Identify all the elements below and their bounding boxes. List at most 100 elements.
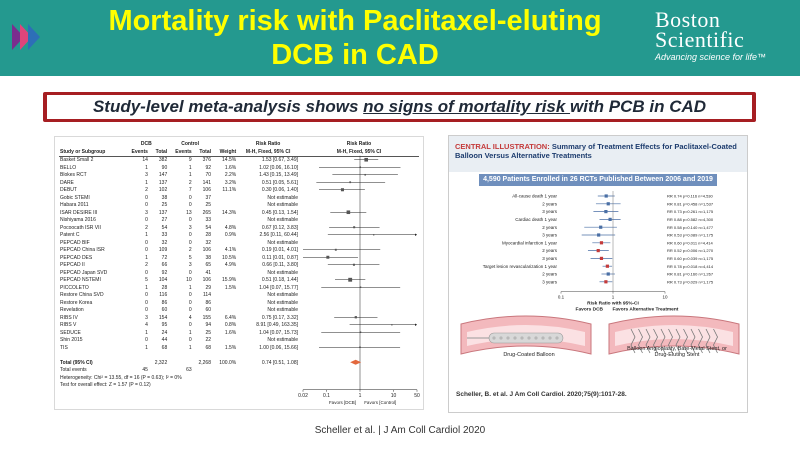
table-row: PEPCAD Japan SVD 0 92 0 41 Not estimable [59, 270, 419, 278]
cell-e1: 3 [145, 209, 148, 216]
brand-line-2: Scientific [655, 27, 745, 52]
stent-strut [630, 328, 636, 354]
cell-ci: 1.43 [0.15, 13.49] [259, 172, 298, 178]
stent-strut [668, 328, 673, 354]
dcb-caption: Drug-Coated Balloon [503, 352, 555, 358]
central-illustration-panel: CENTRAL ILLUSTRATION: Summary of Treatme… [448, 135, 748, 413]
study-estimate-marker [364, 157, 369, 162]
outcome-stat: RR 0.52 p=0.006 n=1,270 [667, 248, 714, 253]
cell-t1: 382 [158, 157, 168, 163]
cell-ci: 0.45 [0.13, 1.54] [261, 209, 298, 216]
outcome-estimate-marker [605, 264, 609, 268]
cell-e2: 2 [188, 247, 192, 253]
cell-ci: 0.67 [0.12, 3.83] [261, 224, 298, 231]
ci-arrow [415, 233, 417, 236]
cell-ci: Not estimable [267, 194, 298, 201]
table-row: Patent C 1 33 0 28 0.9% 2.56 [0.11, 60.44] [59, 232, 419, 240]
cell-t1: 24 [161, 329, 168, 336]
cell-e1: 4 [145, 322, 148, 328]
cell-e1: 1 [145, 164, 148, 171]
cell-ci: 0.30 [0.06, 1.40] [261, 187, 298, 193]
cell-t1: 147 [158, 172, 168, 178]
study-estimate-marker [340, 188, 344, 192]
cell-e1: 0 [145, 247, 148, 253]
cell-t1: 104 [158, 277, 168, 283]
x-tick-label: 50 [414, 393, 420, 399]
total-ci: 0.74 [0.51, 1.08] [261, 359, 298, 366]
cell-t1: 54 [161, 224, 168, 231]
outcome-label: 3 years [542, 233, 558, 238]
cell-e1: 1 [145, 284, 148, 291]
table-row: Blokes RCT 3 147 1 70 2.2% 1.43 [0.15, 13.49] [59, 172, 419, 180]
cell-e1: 1 [145, 329, 148, 336]
table-row: Restore China SVD 0 116 0 114 Not estimable [59, 292, 419, 300]
cell-t1: 28 [161, 284, 168, 291]
cell-study: Shin 2015 [60, 337, 83, 343]
x-tick-label: 0.02 [298, 393, 308, 399]
illustration-reference: Scheller, B. et al. J Am Coll Cardiol. 2… [456, 391, 627, 398]
cell-study: BELLO [60, 164, 77, 171]
cell-t2: 37 [205, 194, 211, 201]
key-message-text: Study-level meta-analysis shows no signs… [47, 95, 752, 119]
cell-w: 2.2% [224, 172, 237, 178]
cell-t2: 106 [202, 277, 211, 283]
cell-t1: 33 [161, 232, 168, 238]
outcome-label: 2 years [542, 248, 558, 253]
cell-e1: 3 [145, 172, 148, 178]
study-estimate-marker [348, 277, 353, 282]
table-row: PEPCAD BIF 0 32 0 32 Not estimable [59, 240, 419, 248]
cell-study: Gobic STEMI [60, 194, 90, 201]
table-row: PICCOLETO 1 28 1 29 1.5% 1.04 [0.07, 15.77] [59, 285, 419, 293]
cell-e1: 2 [145, 187, 148, 193]
rr-ci-header: M-H, Fixed, 95% CI [245, 148, 291, 155]
illustration-heading: CENTRAL ILLUSTRATION: Summary of Treatme… [455, 142, 743, 160]
key-message-banner: Study-level meta-analysis shows no signs… [43, 92, 756, 122]
total-events-1: 45 [142, 367, 148, 373]
vessel-lumen [615, 325, 733, 346]
cell-ci: 2.56 [0.11, 60.44] [259, 232, 298, 238]
cell-study: Restore Korea [60, 299, 93, 306]
cell-study: PEPCAD China ISR [60, 247, 105, 253]
cell-t1: 90 [161, 164, 168, 171]
cell-w: 10.5% [222, 254, 237, 261]
heterogeneity-row: Heterogeneity: Chi² = 13.55, df = 16 (P … [59, 375, 419, 383]
cell-e2: 3 [188, 224, 192, 231]
outcome-stat: RR 0.60 p=0.039 n=1,175 [667, 256, 714, 261]
overall-effect-text: Test for overall effect: Z = 1.57 (P = 0… [60, 382, 151, 388]
outcome-estimate-marker [604, 210, 608, 214]
outcome-estimate-marker [606, 272, 610, 276]
cell-study: SEDUCE [60, 329, 81, 336]
cell-w: 11.1% [222, 187, 237, 193]
outcome-estimate-marker [608, 217, 612, 221]
cell-ci: 1.02 [0.06, 16.10] [259, 164, 298, 171]
cell-e2: 0 [188, 299, 192, 306]
outcome-stat: RR 0.81 p=0.160 n=1,267 [667, 272, 714, 277]
cell-e2: 13 [186, 209, 192, 216]
table-row: Pocoocath ISR VII 2 54 3 54 4.8% 0.67 [0.12, 3… [59, 225, 419, 233]
outcome-estimate-marker [604, 280, 608, 284]
table-row: BELLO 1 90 1 92 1.6% 1.02 [0.06, 16.10] [59, 165, 419, 173]
total-label: Total (95% CI) [60, 359, 93, 366]
cell-study: DEBUT [60, 187, 77, 193]
cell-e2: 0 [188, 194, 192, 201]
dcb-total-header: Total [155, 148, 168, 155]
outcome-stat: RR 0.73 p=0.029 n=1,175 [667, 279, 714, 284]
study-column-header: Study or Subgroup [60, 148, 106, 155]
x-tick-label: 10 [391, 393, 397, 399]
stent-strut [683, 328, 688, 354]
balloon-coating-dot [520, 336, 524, 340]
total-events-label: Total events [60, 367, 87, 373]
table-row: Basket Small 2 14 382 9 376 14.5% 1.53 [0.67, … [59, 157, 419, 165]
cell-e1: 0 [145, 194, 148, 201]
outcome-stat: RR 0.74 p=0.116 n=4,530 [667, 194, 714, 199]
cell-e2: 0 [188, 269, 192, 276]
cell-e2: 0 [188, 322, 192, 328]
cell-t1: 116 [159, 292, 168, 298]
cell-e1: 1 [145, 344, 148, 351]
stent-strut [713, 328, 718, 354]
table-row: RIBS IV 3 154 4 155 6.4% 0.75 [0.17, 3.32] [59, 315, 419, 323]
total-t2: 2,268 [198, 359, 211, 366]
cell-ci: Not estimable [267, 307, 298, 313]
cell-e1: 1 [145, 179, 148, 186]
table-row: Shin 2015 0 44 0 22 Not estimable [59, 337, 419, 345]
